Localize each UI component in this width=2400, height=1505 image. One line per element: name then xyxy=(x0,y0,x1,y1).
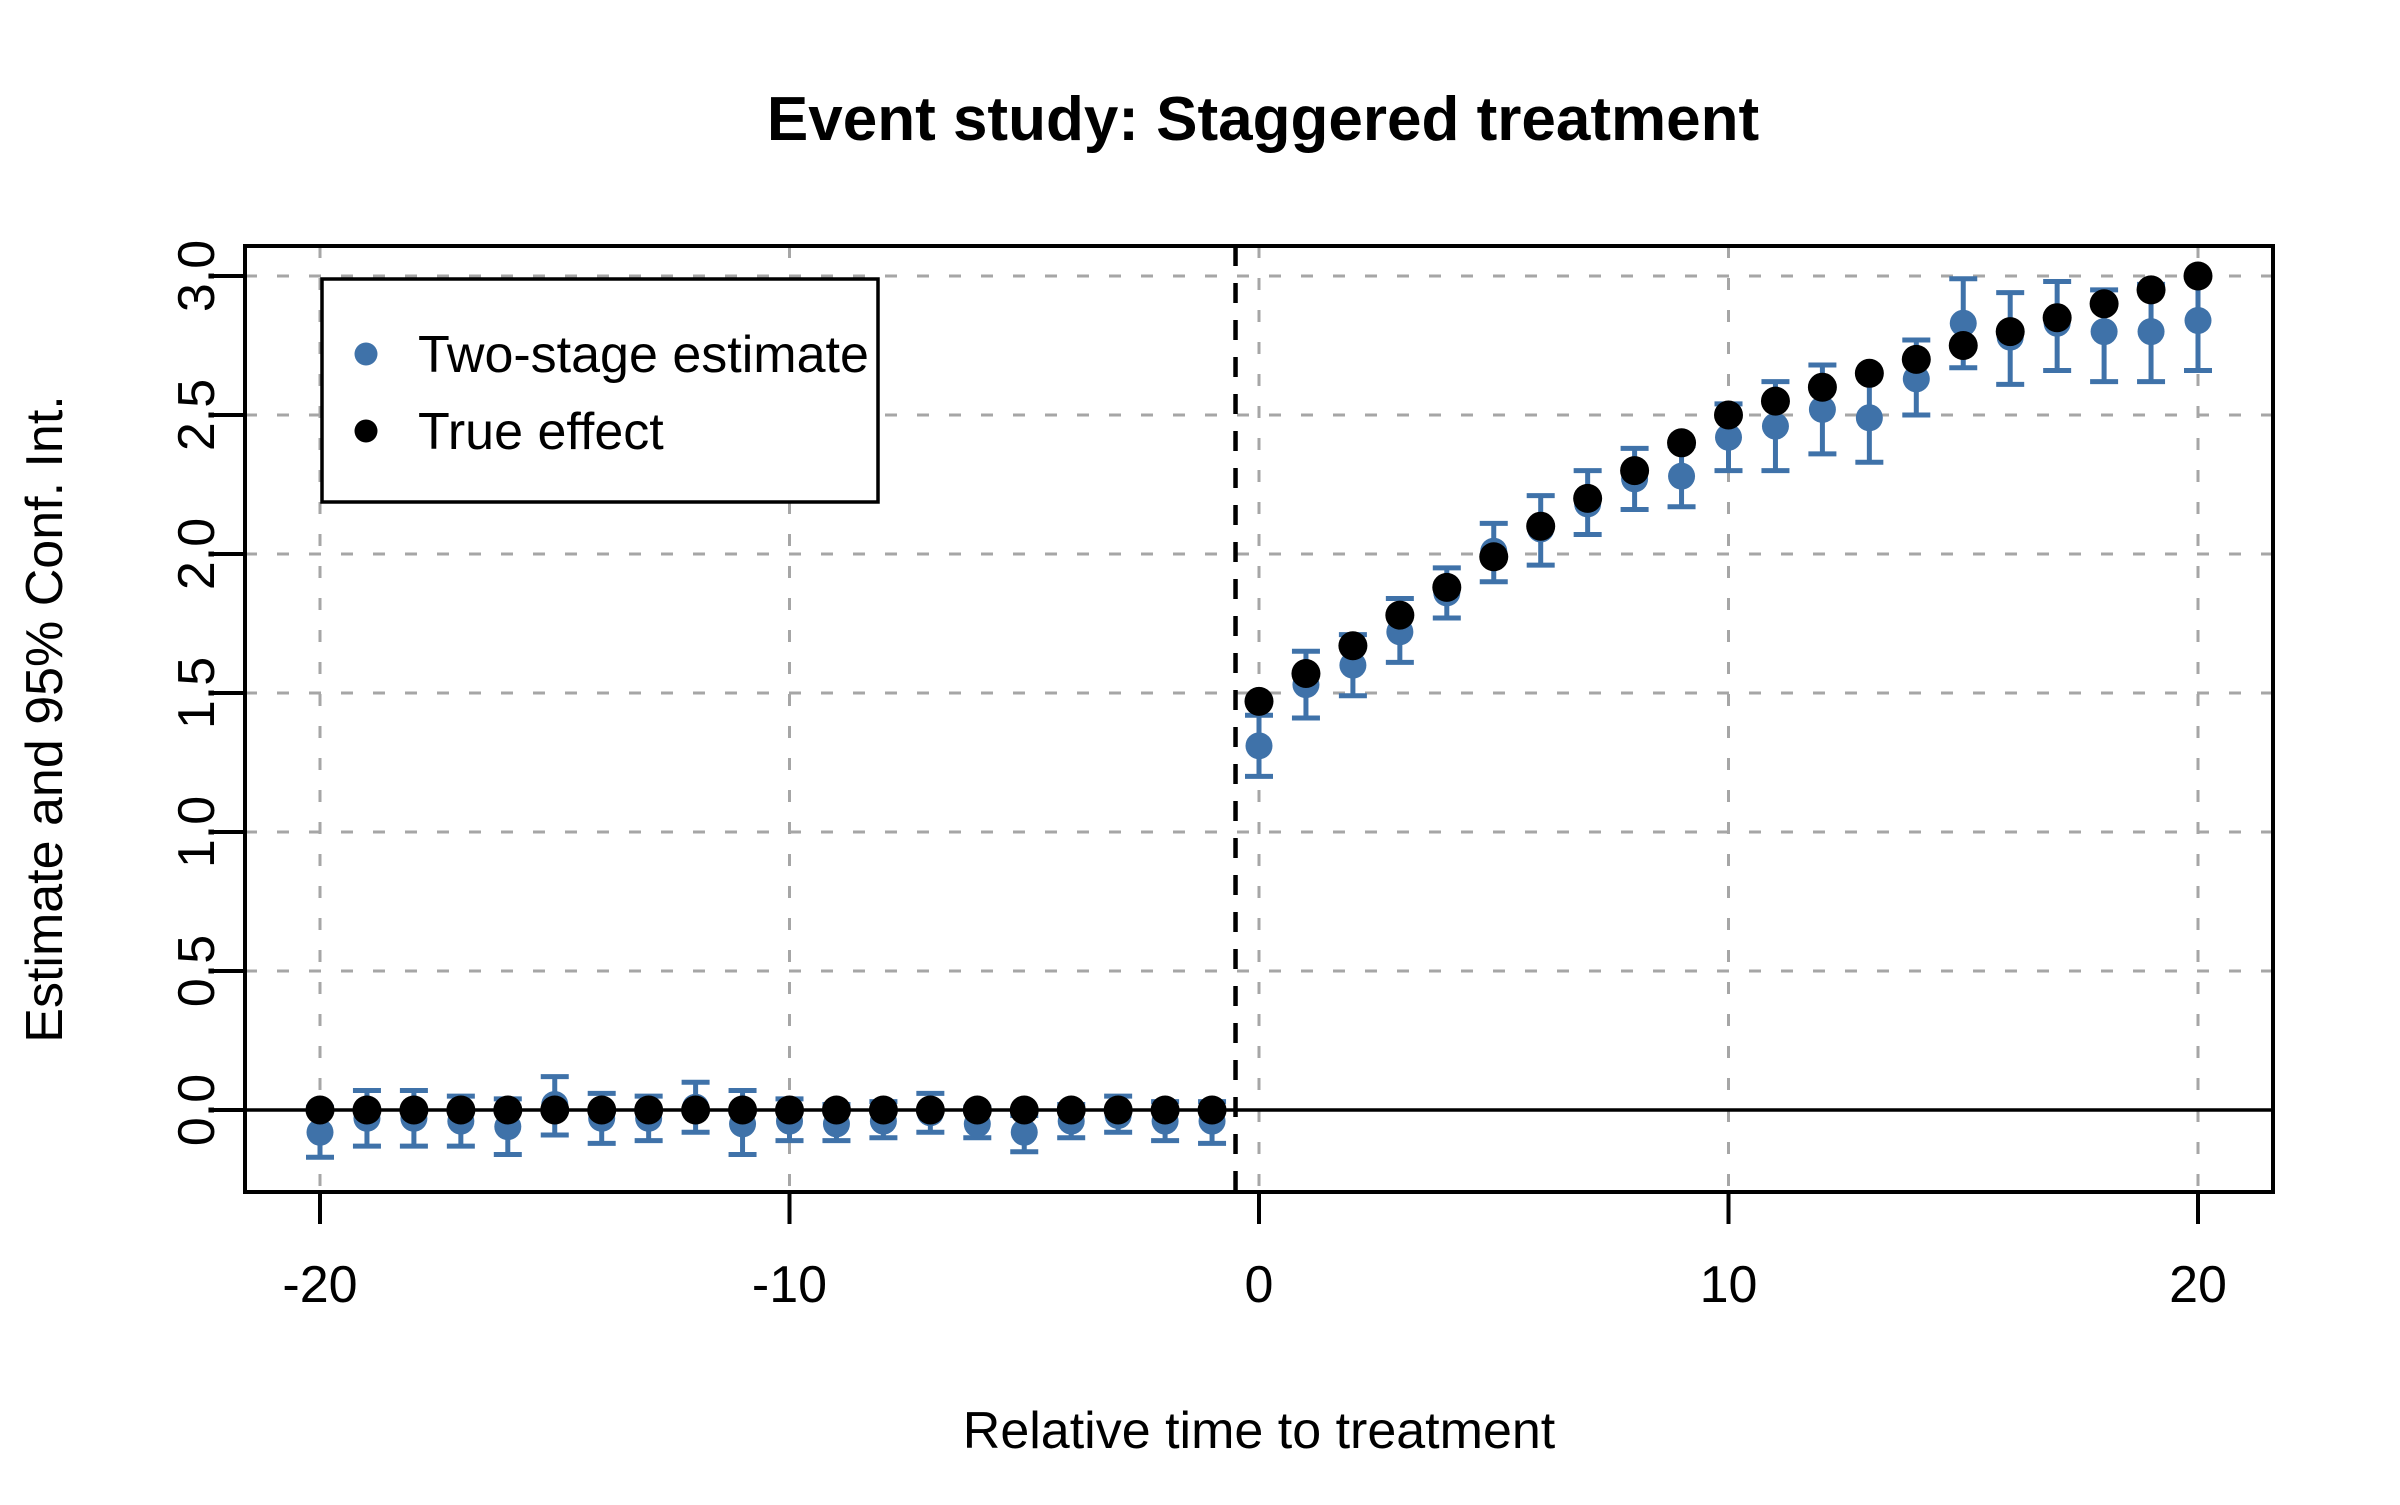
data-point-true-effect xyxy=(540,1095,570,1125)
data-point-two-stage-estimate xyxy=(1668,462,1696,490)
data-point-true-effect xyxy=(1854,358,1884,388)
data-point-true-effect xyxy=(821,1095,851,1125)
data-point-true-effect xyxy=(1901,344,1931,374)
y-tick-label: 1.5 xyxy=(168,657,226,729)
data-point-true-effect xyxy=(1995,317,2025,347)
data-point-true-effect xyxy=(1573,483,1603,513)
data-point-true-effect xyxy=(2136,275,2166,305)
data-point-true-effect xyxy=(352,1095,382,1125)
data-point-true-effect xyxy=(493,1095,523,1125)
data-point-true-effect xyxy=(681,1095,711,1125)
data-point-true-effect xyxy=(1526,511,1556,541)
y-tick-label: 0.5 xyxy=(168,935,226,1007)
data-point-true-effect xyxy=(399,1095,429,1125)
y-tick-label: 1.0 xyxy=(168,796,226,868)
x-tick-label: 20 xyxy=(2169,1256,2227,1314)
reference-lines-layer xyxy=(245,246,2273,1192)
y-tick-label: 2.5 xyxy=(168,379,226,451)
data-point-true-effect xyxy=(1103,1095,1133,1125)
data-point-true-effect xyxy=(305,1095,335,1125)
data-point-true-effect xyxy=(915,1095,945,1125)
data-point-true-effect xyxy=(2183,261,2213,291)
legend-box xyxy=(320,277,880,504)
data-point-two-stage-estimate xyxy=(1715,423,1742,451)
data-point-true-effect xyxy=(1150,1095,1180,1125)
data-point-true-effect xyxy=(775,1095,804,1125)
data-point-two-stage-estimate xyxy=(1761,412,1789,440)
data-point-true-effect xyxy=(634,1095,664,1125)
data-point-true-effect xyxy=(1197,1095,1227,1125)
data-point-two-stage-estimate xyxy=(2184,306,2212,334)
legend-label-two-stage-estimate: Two-stage estimate xyxy=(418,326,869,384)
data-layer xyxy=(305,261,2213,1160)
legend: Two-stage estimate True effect xyxy=(320,277,880,504)
data-point-true-effect xyxy=(728,1095,758,1125)
data-point-true-effect xyxy=(2042,303,2072,333)
data-point-two-stage-estimate xyxy=(1855,404,1883,432)
data-point-true-effect xyxy=(1009,1095,1039,1125)
data-point-true-effect xyxy=(2089,289,2119,319)
data-point-true-effect xyxy=(1667,428,1697,458)
y-axis-title: Estimate and 95% Conf. Int. xyxy=(16,395,74,1042)
data-point-true-effect xyxy=(1760,386,1790,416)
legend-marker-two-stage-estimate xyxy=(354,342,378,366)
y-tick-label: 2.0 xyxy=(168,518,226,590)
data-point-true-effect xyxy=(1479,542,1509,572)
data-point-true-effect xyxy=(1432,572,1462,602)
data-point-true-effect xyxy=(962,1095,992,1125)
data-point-true-effect xyxy=(446,1095,476,1125)
data-point-two-stage-estimate xyxy=(306,1118,334,1146)
data-point-true-effect xyxy=(1714,400,1743,430)
y-tick-label: 3.0 xyxy=(168,240,226,312)
data-point-two-stage-estimate xyxy=(1245,732,1273,760)
data-point-true-effect xyxy=(1620,456,1650,486)
x-tick-label: 10 xyxy=(1700,1256,1758,1314)
data-point-two-stage-estimate xyxy=(2137,318,2165,346)
legend-label-true-effect: True effect xyxy=(418,403,664,461)
data-point-true-effect xyxy=(1807,372,1837,402)
data-point-true-effect xyxy=(587,1095,617,1125)
chart-title: Event study: Staggered treatment xyxy=(767,85,1759,154)
x-tick-label: 0 xyxy=(1245,1256,1274,1314)
data-point-true-effect xyxy=(868,1095,898,1125)
x-axis-title: Relative time to treatment xyxy=(963,1402,1556,1460)
data-point-true-effect xyxy=(1338,631,1368,661)
x-tick-label: -20 xyxy=(282,1256,357,1314)
data-point-two-stage-estimate xyxy=(2090,318,2118,346)
data-point-true-effect xyxy=(1948,331,1978,360)
y-tick-label: 0.0 xyxy=(168,1074,226,1146)
data-point-two-stage-estimate xyxy=(1010,1118,1038,1146)
data-point-true-effect xyxy=(1291,659,1321,689)
legend-marker-true-effect xyxy=(354,419,378,443)
data-point-true-effect xyxy=(1244,686,1274,716)
x-tick-label: -10 xyxy=(752,1256,827,1314)
data-point-two-stage-estimate xyxy=(1949,309,1977,337)
data-point-two-stage-estimate xyxy=(1808,395,1836,423)
data-point-true-effect xyxy=(1056,1095,1086,1125)
data-point-true-effect xyxy=(1385,600,1415,630)
axis-layer: -20 -10 0 10 20 0.0 0.5 1.0 1.5 2.0 2.5 3.0 xyxy=(168,240,2275,1314)
